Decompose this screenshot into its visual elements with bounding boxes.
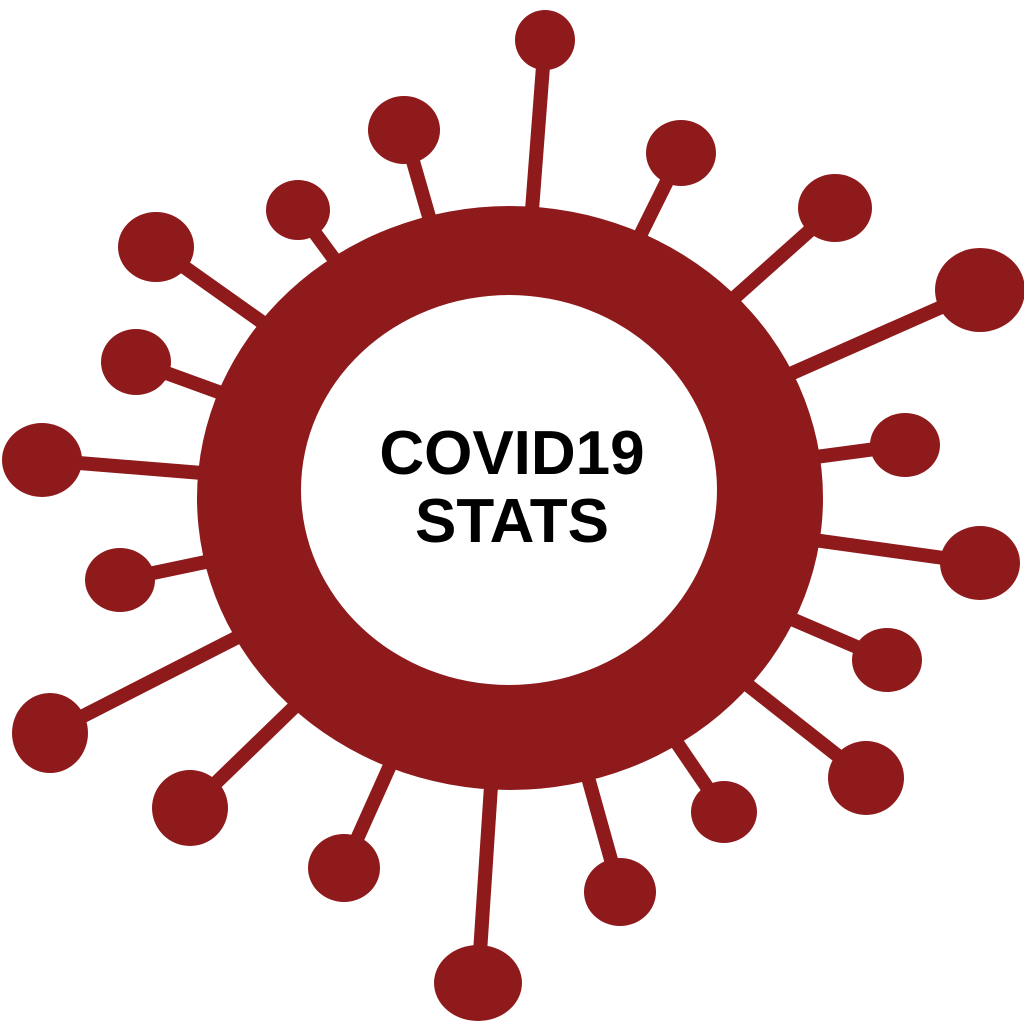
- spike-knob: [852, 628, 922, 692]
- spike-knob: [368, 96, 440, 164]
- spike-knob: [940, 526, 1020, 600]
- spike-knob: [798, 174, 872, 242]
- virus-center: [301, 295, 717, 685]
- logo-title: COVID19 STATS: [262, 420, 762, 556]
- spike-knob: [434, 945, 522, 1021]
- logo-title-line-2: STATS: [414, 487, 610, 556]
- spike-knob: [85, 548, 155, 612]
- spike-knob: [266, 180, 330, 240]
- spike-knob: [646, 120, 716, 186]
- spike-knob: [101, 329, 171, 395]
- spike-knob: [118, 212, 194, 282]
- spike-knob: [691, 781, 757, 843]
- spike-knob: [584, 858, 656, 926]
- spike-knob: [152, 770, 228, 846]
- spike-knob: [2, 423, 82, 497]
- spike-knob: [12, 693, 88, 773]
- spike-knob: [308, 834, 380, 902]
- spike-knob: [870, 413, 940, 477]
- spike-knob: [515, 10, 575, 70]
- logo-title-line-1: COVID19: [379, 419, 645, 488]
- spike-knob: [935, 248, 1024, 332]
- spike-knob: [828, 741, 904, 815]
